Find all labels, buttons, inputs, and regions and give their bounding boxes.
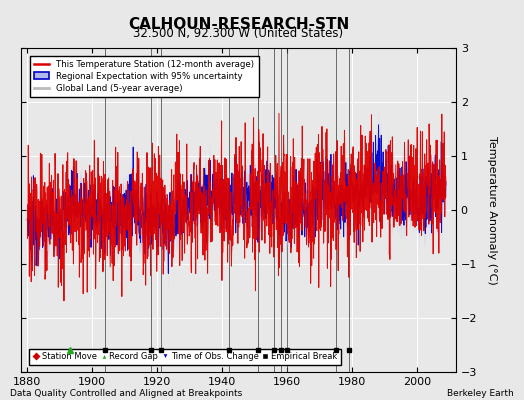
- Text: Data Quality Controlled and Aligned at Breakpoints: Data Quality Controlled and Aligned at B…: [10, 389, 243, 398]
- Title: CALHOUN-RESEARCH-STN: CALHOUN-RESEARCH-STN: [128, 16, 349, 32]
- Legend: Station Move, Record Gap, Time of Obs. Change, Empirical Break: Station Move, Record Gap, Time of Obs. C…: [29, 349, 341, 364]
- Text: 32.500 N, 92.300 W (United States): 32.500 N, 92.300 W (United States): [133, 27, 344, 40]
- Text: Berkeley Earth: Berkeley Earth: [447, 389, 514, 398]
- Y-axis label: Temperature Anomaly (°C): Temperature Anomaly (°C): [487, 136, 497, 284]
